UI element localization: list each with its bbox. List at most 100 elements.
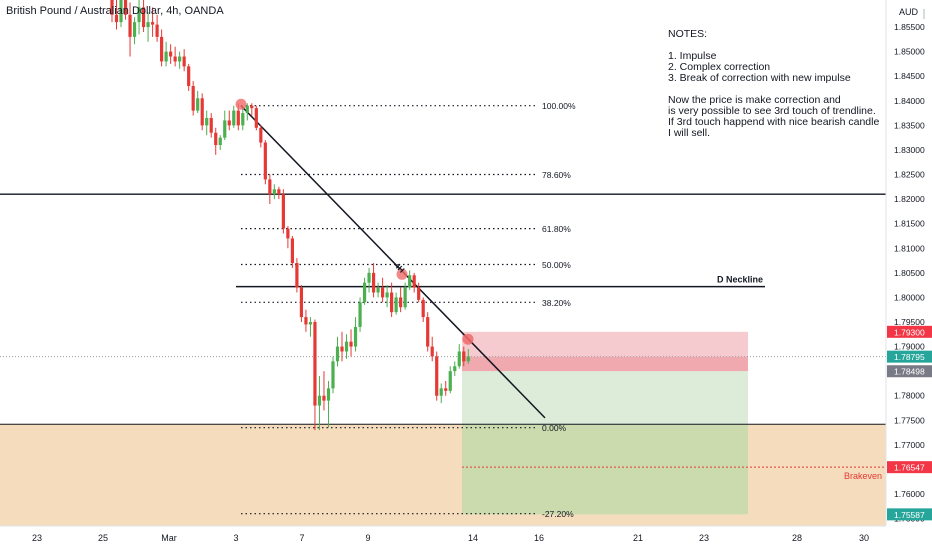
candle[interactable] bbox=[349, 329, 353, 357]
candle[interactable] bbox=[299, 285, 304, 322]
candle[interactable] bbox=[128, 2, 132, 57]
candle[interactable] bbox=[439, 383, 443, 404]
candle[interactable] bbox=[227, 110, 231, 131]
candle[interactable] bbox=[290, 235, 294, 268]
candle[interactable] bbox=[367, 267, 371, 293]
candle[interactable] bbox=[259, 125, 263, 148]
candle[interactable] bbox=[331, 356, 335, 394]
open-loss-zone[interactable] bbox=[462, 356, 748, 372]
candle[interactable] bbox=[141, 0, 146, 32]
candle[interactable] bbox=[317, 376, 322, 431]
price-tag[interactable] bbox=[887, 325, 932, 338]
candle[interactable] bbox=[362, 277, 367, 305]
candle[interactable] bbox=[444, 380, 448, 396]
time-tick-label: 23 bbox=[32, 533, 42, 543]
candle[interactable] bbox=[457, 344, 461, 369]
candle[interactable] bbox=[421, 297, 425, 322]
candle[interactable] bbox=[295, 258, 299, 293]
candle[interactable] bbox=[430, 336, 434, 362]
candle[interactable] bbox=[412, 272, 416, 293]
candle[interactable] bbox=[353, 317, 358, 352]
candle[interactable] bbox=[232, 105, 236, 128]
candle[interactable] bbox=[326, 380, 331, 428]
candle[interactable] bbox=[146, 12, 150, 42]
candle[interactable] bbox=[403, 282, 407, 310]
candle[interactable] bbox=[123, 0, 128, 20]
candle[interactable] bbox=[218, 135, 222, 150]
candle[interactable] bbox=[119, 0, 123, 28]
candle[interactable] bbox=[245, 103, 249, 121]
candle[interactable] bbox=[160, 29, 164, 67]
candle-body bbox=[462, 351, 466, 362]
time-tick-label: 21 bbox=[633, 533, 643, 543]
candle-body bbox=[435, 356, 439, 396]
candle[interactable] bbox=[308, 317, 313, 337]
stop-loss-zone[interactable] bbox=[462, 331, 748, 357]
candle[interactable] bbox=[376, 282, 380, 298]
candle[interactable] bbox=[250, 103, 254, 116]
candle[interactable] bbox=[114, 0, 119, 30]
price-tag-label: 1.78795 bbox=[894, 352, 925, 362]
candle[interactable] bbox=[137, 0, 141, 35]
trendline-touch-marker[interactable] bbox=[235, 98, 247, 110]
candle[interactable] bbox=[408, 270, 412, 291]
candle[interactable] bbox=[385, 285, 389, 308]
candle[interactable] bbox=[277, 186, 281, 200]
price-tag[interactable] bbox=[887, 350, 932, 363]
candle[interactable] bbox=[286, 226, 290, 249]
candle[interactable] bbox=[223, 110, 227, 141]
candle[interactable] bbox=[187, 63, 191, 91]
candle[interactable] bbox=[304, 309, 308, 332]
candle[interactable] bbox=[426, 312, 430, 352]
candle[interactable] bbox=[205, 110, 209, 136]
candle[interactable] bbox=[191, 81, 195, 116]
candle[interactable] bbox=[335, 336, 340, 367]
candle[interactable] bbox=[150, 7, 155, 37]
candle[interactable] bbox=[399, 287, 403, 313]
candle[interactable] bbox=[132, 17, 137, 45]
candle[interactable] bbox=[241, 108, 245, 131]
candle-body bbox=[178, 56, 182, 62]
candle[interactable] bbox=[344, 334, 349, 359]
candle[interactable] bbox=[453, 361, 457, 377]
candle[interactable] bbox=[169, 44, 173, 64]
candle[interactable] bbox=[110, 0, 114, 23]
candle[interactable] bbox=[209, 113, 213, 138]
symbol-title[interactable]: British Pound / Australian Dollar, 4h, O… bbox=[6, 5, 224, 17]
price-tag[interactable] bbox=[887, 461, 932, 474]
candle[interactable] bbox=[358, 297, 362, 332]
candle[interactable] bbox=[390, 282, 394, 318]
candle[interactable] bbox=[371, 263, 376, 298]
trendline-touch-marker[interactable] bbox=[396, 268, 408, 280]
candle[interactable] bbox=[173, 46, 177, 67]
candle[interactable] bbox=[155, 14, 159, 42]
candle[interactable] bbox=[196, 90, 200, 114]
candle[interactable] bbox=[214, 127, 218, 155]
candle[interactable] bbox=[178, 51, 182, 69]
candle[interactable] bbox=[268, 174, 272, 205]
candle[interactable] bbox=[254, 105, 258, 131]
candle[interactable] bbox=[462, 346, 466, 367]
candle[interactable] bbox=[435, 351, 439, 401]
candle[interactable] bbox=[466, 349, 470, 364]
price-tag[interactable] bbox=[887, 508, 932, 521]
candle[interactable] bbox=[182, 49, 186, 72]
candle[interactable] bbox=[164, 41, 168, 67]
trendline-touch-marker[interactable] bbox=[462, 333, 474, 345]
candle[interactable] bbox=[381, 277, 385, 303]
trendline[interactable] bbox=[240, 105, 546, 419]
price-tag-label: 1.75587 bbox=[894, 510, 925, 520]
candle[interactable] bbox=[340, 331, 344, 362]
candle[interactable] bbox=[322, 371, 326, 411]
candle[interactable] bbox=[417, 282, 421, 303]
candle[interactable] bbox=[448, 366, 452, 394]
candle[interactable] bbox=[200, 93, 204, 131]
candle[interactable] bbox=[394, 292, 398, 315]
candle[interactable] bbox=[281, 189, 285, 234]
candle[interactable] bbox=[272, 184, 276, 200]
price-tag[interactable] bbox=[887, 365, 932, 378]
candle[interactable] bbox=[263, 140, 267, 185]
candle[interactable] bbox=[313, 319, 317, 431]
